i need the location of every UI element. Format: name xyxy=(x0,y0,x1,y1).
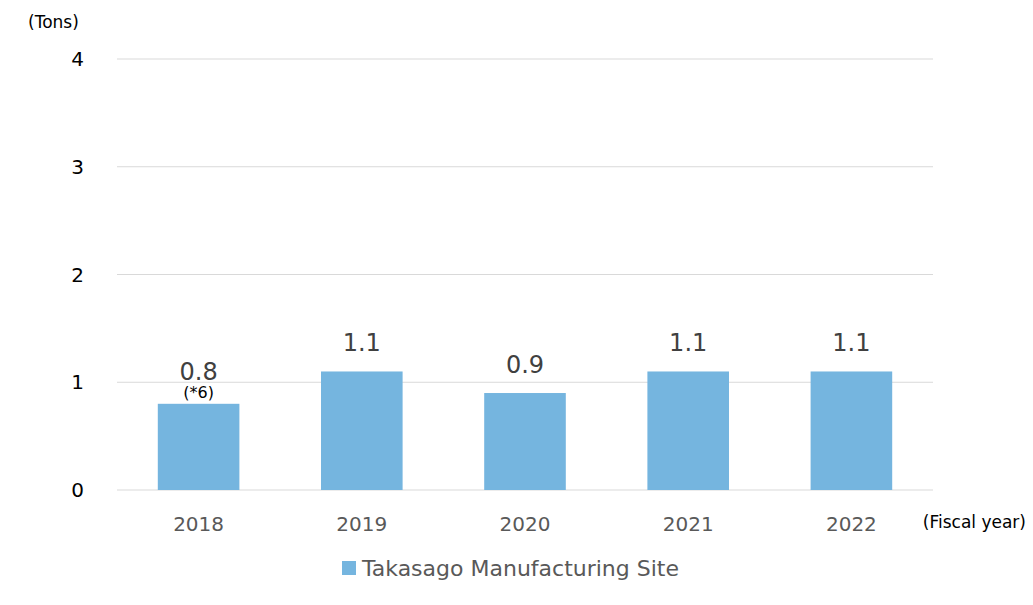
bar xyxy=(158,404,240,490)
x-axis-title: (Fiscal year) xyxy=(923,512,1026,532)
grid-line xyxy=(117,166,933,167)
legend-label: Takasago Manufacturing Site xyxy=(361,556,679,581)
x-tick-label: 2022 xyxy=(826,512,877,536)
y-tick-label: 0 xyxy=(71,478,84,502)
legend-swatch xyxy=(342,561,356,575)
chart: 01234(*6)0.81.10.91.11.12018201920202021… xyxy=(0,0,1033,605)
x-tick-label: 2019 xyxy=(336,512,387,536)
y-tick-label: 3 xyxy=(71,155,84,179)
data-label: 0.8 xyxy=(180,358,218,386)
bar xyxy=(321,371,403,490)
y-tick-label: 4 xyxy=(71,47,84,71)
data-label: 0.9 xyxy=(506,351,544,379)
grid-line xyxy=(117,59,933,60)
bars xyxy=(158,371,892,490)
x-tick-label: 2020 xyxy=(500,512,551,536)
data-label: 1.1 xyxy=(669,329,707,357)
y-tick-label: 1 xyxy=(71,370,84,394)
bar xyxy=(647,371,729,490)
x-tick-label: 2021 xyxy=(663,512,714,536)
bar xyxy=(811,371,893,490)
x-tick-label: 2018 xyxy=(173,512,224,536)
y-tick-label: 2 xyxy=(71,263,84,287)
grid-line xyxy=(117,274,933,275)
y-axis-title: (Tons) xyxy=(28,12,79,32)
data-label: 1.1 xyxy=(343,329,381,357)
data-label: 1.1 xyxy=(832,329,870,357)
bar xyxy=(484,393,566,490)
